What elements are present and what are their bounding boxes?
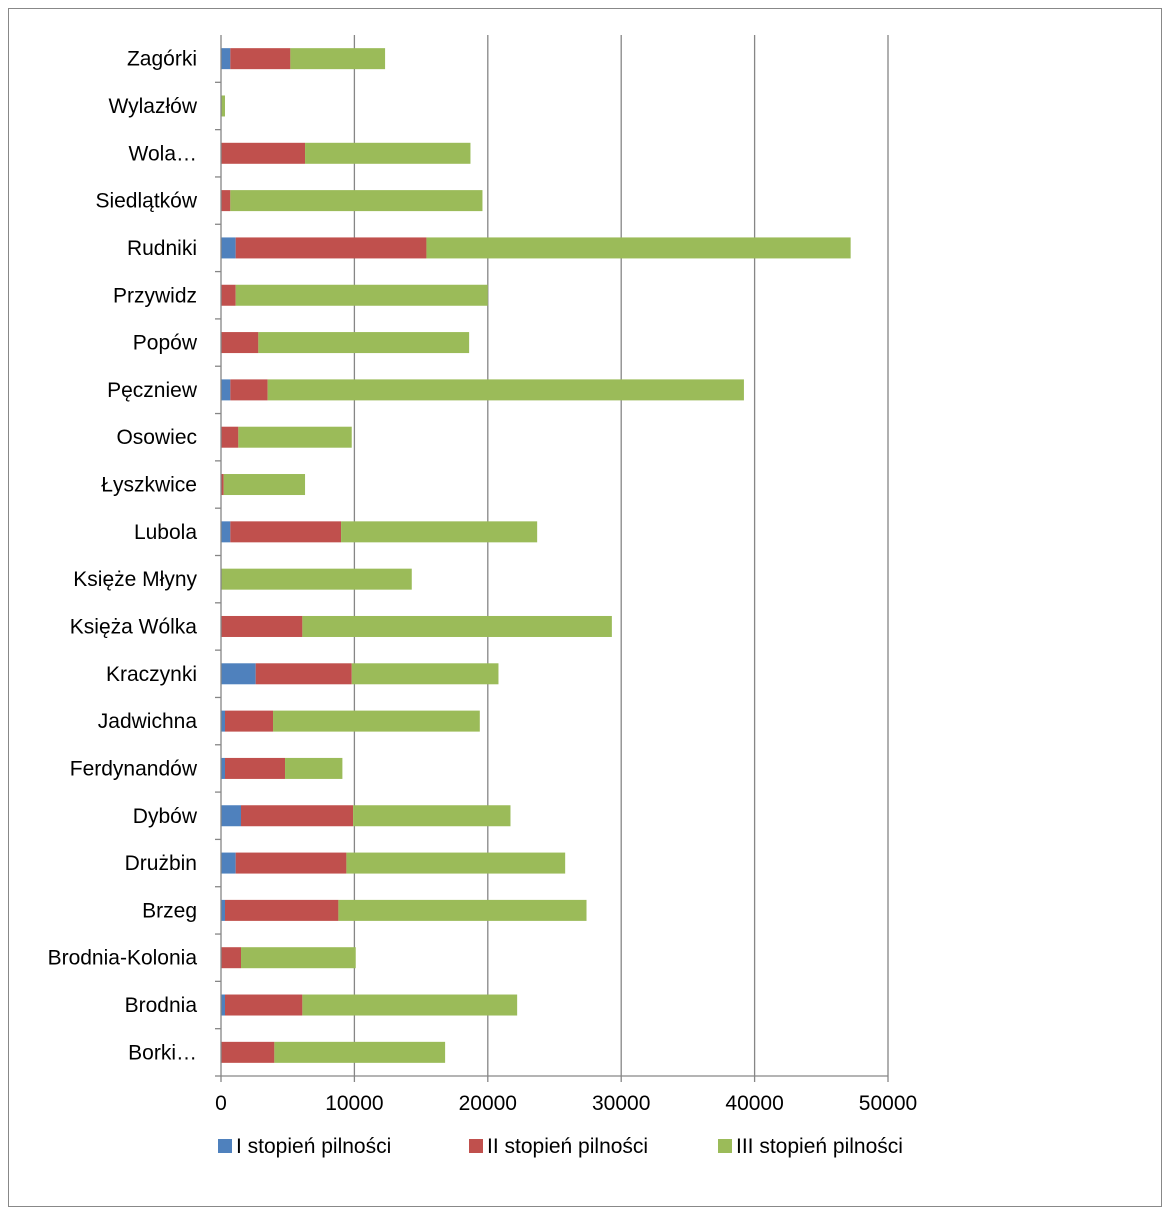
bar-segment — [221, 947, 242, 969]
bar-segment — [225, 710, 274, 732]
labels: 0 10000 20000 30000 40000 50000 Borki… Brodnia B… — [48, 48, 918, 1115]
bar-segment — [221, 237, 236, 259]
category-label: Wylazłów — [109, 95, 198, 118]
category-label: Lubola — [134, 521, 197, 544]
bar-segment — [255, 663, 352, 685]
legend-label: II stopień pilności — [487, 1135, 648, 1158]
x-tick-label: 10000 — [325, 1092, 383, 1115]
bar-segment — [221, 663, 256, 685]
category-label: Drużbin — [125, 852, 197, 875]
bar-segment — [230, 190, 483, 212]
bar-segment — [221, 852, 236, 874]
bar-segment — [235, 237, 427, 259]
bars — [221, 48, 851, 1063]
bar-segment — [221, 899, 226, 921]
category-label: Jadwichna — [98, 710, 198, 733]
bar-segment — [273, 710, 480, 732]
category-label: Brodnia — [125, 994, 198, 1017]
bar-segment — [274, 1041, 446, 1063]
x-tick-label: 20000 — [459, 1092, 517, 1115]
category-label: Kraczynki — [106, 663, 197, 686]
legend-swatch — [218, 1139, 232, 1153]
bar-segment — [221, 615, 303, 637]
category-label: Osowiec — [116, 426, 197, 449]
legend-label: III stopień pilności — [736, 1135, 903, 1158]
bar-segment — [221, 426, 239, 448]
bar-segment — [341, 521, 538, 543]
category-label: Rudniki — [127, 237, 197, 260]
bar-segment — [225, 757, 286, 779]
category-label: Dybów — [133, 805, 198, 828]
bar-segment — [302, 994, 518, 1016]
bar-segment — [221, 521, 231, 543]
bar-segment — [302, 615, 612, 637]
bar-segment — [230, 379, 268, 401]
bar-segment — [290, 48, 386, 70]
bar-segment — [241, 805, 354, 827]
bar-segment — [221, 332, 259, 354]
bar-segment — [235, 852, 347, 874]
bar-segment — [221, 568, 412, 590]
category-label: Przywidz — [113, 284, 197, 307]
legend: I stopień pilności II stopień pilności III… — [218, 1135, 903, 1158]
x-tick-label: 30000 — [592, 1092, 650, 1115]
bar-segment — [221, 710, 226, 732]
bar-segment — [258, 332, 470, 354]
x-tick-label: 0 — [215, 1092, 227, 1115]
bar-segment — [221, 95, 226, 117]
bar-segment — [221, 284, 236, 306]
bar-segment — [221, 757, 226, 779]
chart-frame — [8, 8, 1162, 1207]
bar-segment — [221, 994, 226, 1016]
axes — [215, 35, 889, 1082]
category-label: Wola… — [129, 142, 197, 165]
category-label: Zagórki — [127, 48, 197, 71]
category-label: Siedlątków — [95, 190, 197, 213]
category-label: Brodnia-Kolonia — [48, 947, 198, 970]
bar-segment — [223, 474, 306, 496]
bar-segment — [221, 190, 231, 212]
bar-segment — [221, 142, 306, 164]
bar-segment — [353, 805, 511, 827]
legend-swatch — [469, 1139, 483, 1153]
category-label: Pęczniew — [107, 379, 198, 402]
bar-segment — [267, 379, 744, 401]
bar-segment — [241, 947, 356, 969]
bar-segment — [305, 142, 471, 164]
bar-segment — [235, 284, 488, 306]
category-label: Popów — [133, 332, 198, 355]
category-label: Księże Młyny — [73, 568, 197, 591]
bar-segment — [225, 899, 339, 921]
bar-segment — [225, 994, 303, 1016]
legend-label: I stopień pilności — [236, 1135, 391, 1158]
category-label: Księża Wólka — [70, 615, 198, 638]
bar-segment — [221, 379, 231, 401]
bar-segment — [285, 757, 343, 779]
legend-swatch — [718, 1139, 732, 1153]
bar-segment — [351, 663, 499, 685]
bar-segment — [230, 48, 291, 70]
bar-segment — [221, 805, 242, 827]
category-label: Brzeg — [142, 899, 197, 922]
category-label: Borki… — [128, 1041, 197, 1064]
category-label: Łyszkwice — [101, 474, 197, 497]
bar-segment — [221, 474, 224, 496]
bar-segment — [221, 1041, 275, 1063]
bar-segment — [346, 852, 566, 874]
x-tick-label: 50000 — [859, 1092, 917, 1115]
bar-segment — [238, 426, 352, 448]
bar-segment — [230, 521, 342, 543]
bar-segment — [338, 899, 587, 921]
x-tick-label: 40000 — [725, 1092, 783, 1115]
bar-segment — [426, 237, 851, 259]
bar-segment — [221, 48, 231, 70]
category-label: Ferdynandów — [70, 757, 198, 780]
